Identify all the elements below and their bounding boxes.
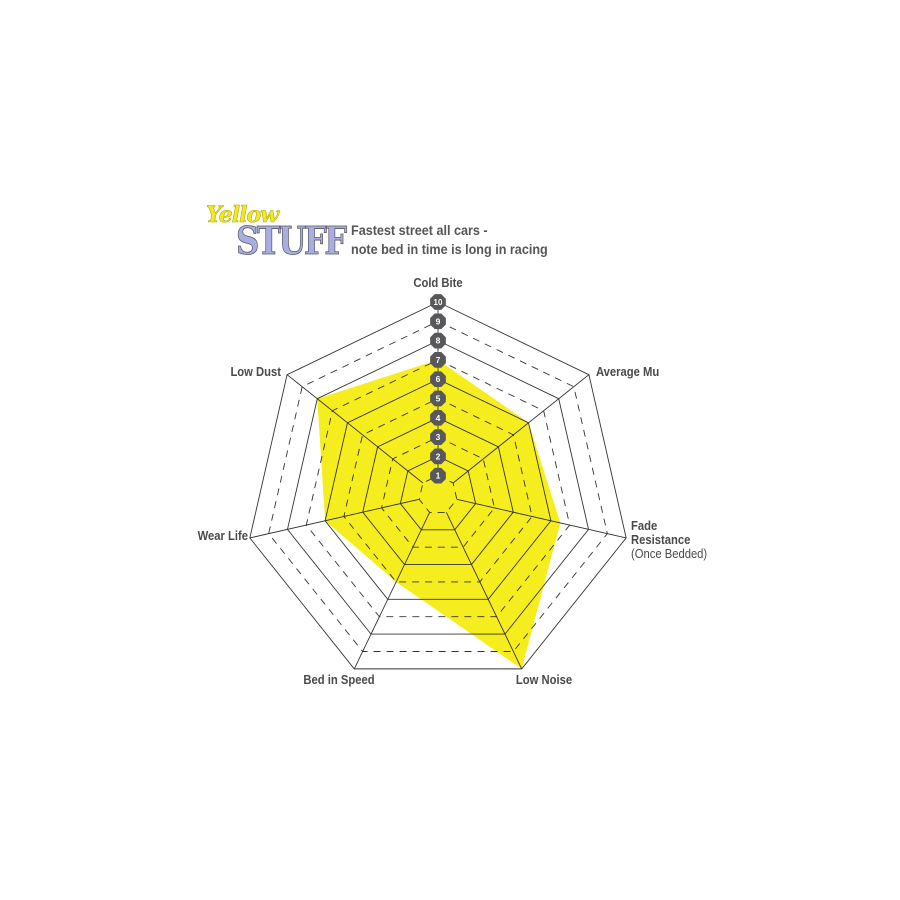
grid-ring-5	[343, 398, 533, 583]
axis-spoke	[249, 498, 420, 539]
grid-ring-2	[399, 455, 477, 531]
tick-label: 2	[436, 451, 441, 461]
axis-spoke	[452, 374, 590, 484]
tick-label: 6	[436, 374, 441, 384]
tick-label: 8	[436, 336, 441, 346]
tick-label: 3	[436, 432, 441, 442]
axis-spoke	[286, 374, 424, 484]
axis-label: (Once Bedded)	[631, 546, 707, 561]
tick-label: 1	[436, 471, 441, 481]
data-area	[317, 359, 561, 669]
tick-label: 7	[436, 355, 441, 365]
tick-badge	[430, 448, 446, 465]
grid-ring-6	[324, 378, 552, 600]
title-line2: note bed in time is long in racing	[351, 241, 548, 257]
axis-label: Wear Life	[198, 528, 249, 543]
grid-ring-7	[305, 359, 571, 618]
tick-label: 9	[436, 316, 441, 326]
axis-spoke	[445, 512, 523, 670]
tick-label: 5	[436, 394, 441, 404]
axis-label: Average Mu	[596, 364, 659, 379]
tick-label: 10	[434, 298, 443, 307]
grid-ring-3	[381, 436, 495, 548]
tick-badge	[430, 294, 446, 310]
tick-badge	[430, 332, 446, 349]
tick-label: 4	[436, 413, 441, 423]
axis-label: Low Dust	[230, 364, 281, 379]
axis-label: Bed in Speed	[303, 672, 374, 687]
grid-ring-10	[249, 301, 627, 670]
axis-spoke	[456, 498, 627, 539]
tick-badge	[430, 390, 446, 407]
title-line1: Fastest street all cars -	[351, 222, 488, 238]
chart-title: Fastest street all cars - note bed in ti…	[351, 221, 548, 259]
grid-ring-4	[362, 417, 514, 566]
axis-label: Fade	[631, 518, 658, 533]
grid-ring-9	[268, 320, 608, 652]
axis-label: Resistance	[631, 532, 691, 547]
tick-badge	[430, 467, 446, 484]
logo-line2: STUFF	[236, 218, 348, 264]
tick-badge	[430, 371, 446, 388]
tick-badge	[430, 409, 446, 426]
tick-badge	[430, 313, 446, 330]
tick-badge	[430, 352, 446, 368]
grid-ring-8	[286, 340, 590, 635]
axis-label: Cold Bite	[413, 275, 463, 290]
axis-label: Low Noise	[516, 672, 573, 687]
yellow-stuff-logo: Yellow STUFF	[204, 200, 348, 270]
tick-badge	[430, 429, 446, 445]
axis-spoke	[353, 512, 431, 670]
logo-line1: Yellow	[206, 202, 280, 229]
grid-ring-1	[418, 475, 458, 513]
